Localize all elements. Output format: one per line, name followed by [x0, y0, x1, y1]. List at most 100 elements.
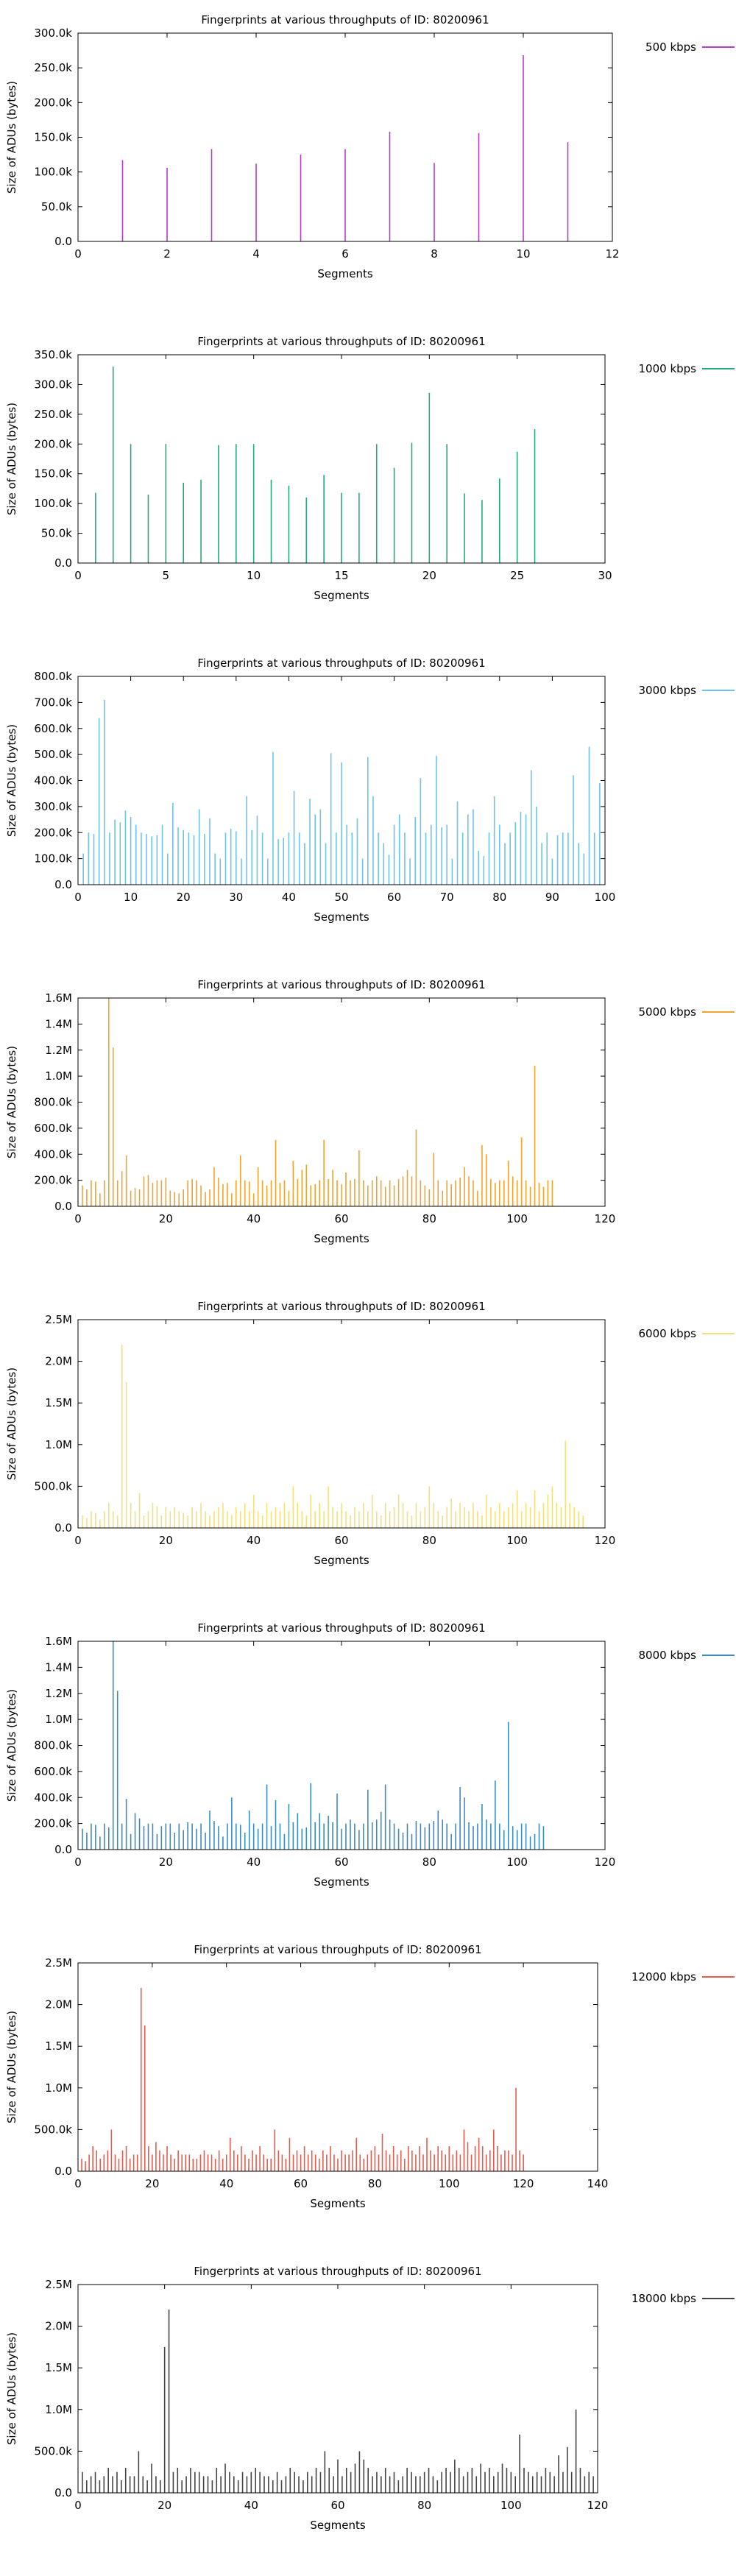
- x-tick-label: 0: [74, 247, 82, 261]
- chart-title: Fingerprints at various throughputs of I…: [197, 978, 485, 991]
- y-tick-label: 1.5M: [45, 2039, 72, 2053]
- x-tick-label: 80: [422, 1855, 436, 1869]
- legend-label: 12000 kbps: [631, 1970, 696, 1984]
- y-tick-label: 1.6M: [45, 991, 72, 1005]
- y-tick-label: 2.5M: [45, 1956, 72, 1970]
- y-tick-label: 0.0: [54, 1843, 72, 1856]
- y-tick-label: 100.0k: [34, 497, 72, 510]
- plot-frame: [77, 32, 613, 242]
- y-tick-label: 200.0k: [34, 437, 72, 450]
- x-tick-label: 10: [516, 247, 530, 261]
- y-tick-label: 350.0k: [34, 348, 72, 361]
- y-tick-label: 2.5M: [45, 1313, 72, 1326]
- x-tick-label: 0: [74, 2177, 82, 2190]
- x-tick-label: 20: [158, 2499, 171, 2512]
- y-tick-label: 400.0k: [34, 1791, 72, 1804]
- legend-label: 500 kbps: [645, 40, 696, 54]
- x-tick-label: 60: [294, 2177, 308, 2190]
- bar-series: [82, 2309, 594, 2493]
- y-tick-label: 2.0M: [45, 1355, 72, 1368]
- chart-svg: Fingerprints at various throughputs of I…: [5, 2265, 735, 2532]
- x-tick-label: 40: [244, 2499, 258, 2512]
- plot-frame: [77, 997, 606, 1207]
- x-tick-label: 15: [334, 569, 348, 582]
- y-axis-label: Size of ADUs (bytes): [5, 403, 18, 515]
- x-tick-label: 60: [334, 1212, 348, 1225]
- y-tick-label: 600.0k: [34, 1122, 72, 1135]
- y-axis-label: Size of ADUs (bytes): [5, 2332, 18, 2445]
- x-tick-label: 80: [422, 1212, 436, 1225]
- y-tick-label: 1.0M: [45, 1069, 72, 1083]
- x-tick-label: 120: [513, 2177, 534, 2190]
- chart-title: Fingerprints at various throughputs of I…: [201, 13, 489, 26]
- x-tick-label: 30: [229, 891, 243, 904]
- y-tick-label: 400.0k: [34, 774, 72, 788]
- plot-frame: [77, 354, 606, 564]
- legend-label: 1000 kbps: [639, 362, 697, 375]
- y-tick-label: 100.0k: [34, 166, 72, 179]
- legend-label: 8000 kbps: [639, 1649, 697, 1662]
- y-tick-label: 1.0M: [45, 2081, 72, 2095]
- x-tick-label: 12: [605, 247, 619, 261]
- x-axis-label: Segments: [317, 267, 373, 280]
- y-tick-label: 500.0k: [34, 748, 72, 761]
- chart-svg: Fingerprints at various throughputs of I…: [5, 13, 735, 280]
- x-tick-label: 80: [492, 891, 506, 904]
- x-tick-label: 80: [422, 1534, 436, 1547]
- y-tick-label: 150.0k: [34, 131, 72, 144]
- x-tick-label: 60: [330, 2499, 344, 2512]
- x-tick-label: 10: [247, 569, 261, 582]
- chart-panel: Fingerprints at various throughputs of I…: [0, 1287, 736, 1608]
- x-tick-label: 120: [595, 1534, 616, 1547]
- y-tick-label: 1.6M: [45, 1635, 72, 1648]
- y-tick-label: 0.0: [54, 878, 72, 891]
- plot-frame: [77, 1641, 606, 1850]
- legend-label: 5000 kbps: [639, 1005, 697, 1019]
- x-tick-label: 60: [334, 1534, 348, 1547]
- x-tick-label: 20: [422, 569, 436, 582]
- y-tick-label: 2.5M: [45, 2278, 72, 2291]
- y-tick-label: 1.2M: [45, 1044, 72, 1057]
- chart-title: Fingerprints at various throughputs of I…: [194, 2265, 481, 2278]
- x-axis-label: Segments: [310, 2197, 366, 2210]
- x-tick-label: 25: [510, 569, 524, 582]
- x-tick-label: 20: [177, 891, 191, 904]
- y-axis-label: Size of ADUs (bytes): [5, 2011, 18, 2123]
- chart-svg: Fingerprints at various throughputs of I…: [5, 978, 735, 1245]
- x-tick-label: 120: [595, 1212, 616, 1225]
- bar-series: [82, 998, 553, 1206]
- bar-series: [121, 55, 569, 241]
- chart-svg: Fingerprints at various throughputs of I…: [5, 1300, 735, 1567]
- y-tick-label: 2.0M: [45, 2320, 72, 2333]
- plot-frame: [77, 2284, 598, 2494]
- bar-series: [95, 367, 536, 563]
- y-tick-label: 600.0k: [34, 722, 72, 735]
- x-tick-label: 40: [247, 1855, 261, 1869]
- y-tick-label: 600.0k: [34, 1765, 72, 1778]
- y-tick-label: 0.0: [54, 1521, 72, 1535]
- y-tick-label: 800.0k: [34, 1739, 72, 1752]
- x-axis-label: Segments: [314, 910, 369, 924]
- x-tick-label: 2: [163, 247, 171, 261]
- x-tick-label: 0: [74, 2499, 82, 2512]
- x-tick-label: 20: [159, 1855, 173, 1869]
- y-tick-label: 500.0k: [34, 1479, 72, 1493]
- x-tick-label: 100: [506, 1855, 528, 1869]
- x-tick-label: 20: [159, 1212, 173, 1225]
- x-tick-label: 80: [417, 2499, 431, 2512]
- y-tick-label: 1.0M: [45, 1713, 72, 1726]
- y-tick-label: 200.0k: [34, 826, 72, 839]
- x-tick-label: 70: [440, 891, 454, 904]
- x-axis-label: Segments: [314, 1875, 369, 1889]
- y-tick-label: 0.0: [54, 2165, 72, 2178]
- legend-label: 3000 kbps: [639, 684, 697, 697]
- chart-panel: Fingerprints at various throughputs of I…: [0, 1608, 736, 1930]
- y-tick-label: 300.0k: [34, 26, 72, 40]
- y-tick-label: 200.0k: [34, 96, 72, 109]
- x-tick-label: 100: [595, 891, 616, 904]
- x-axis-label: Segments: [310, 2519, 366, 2532]
- y-tick-label: 1.5M: [45, 2361, 72, 2374]
- x-tick-label: 20: [145, 2177, 159, 2190]
- x-tick-label: 40: [247, 1534, 261, 1547]
